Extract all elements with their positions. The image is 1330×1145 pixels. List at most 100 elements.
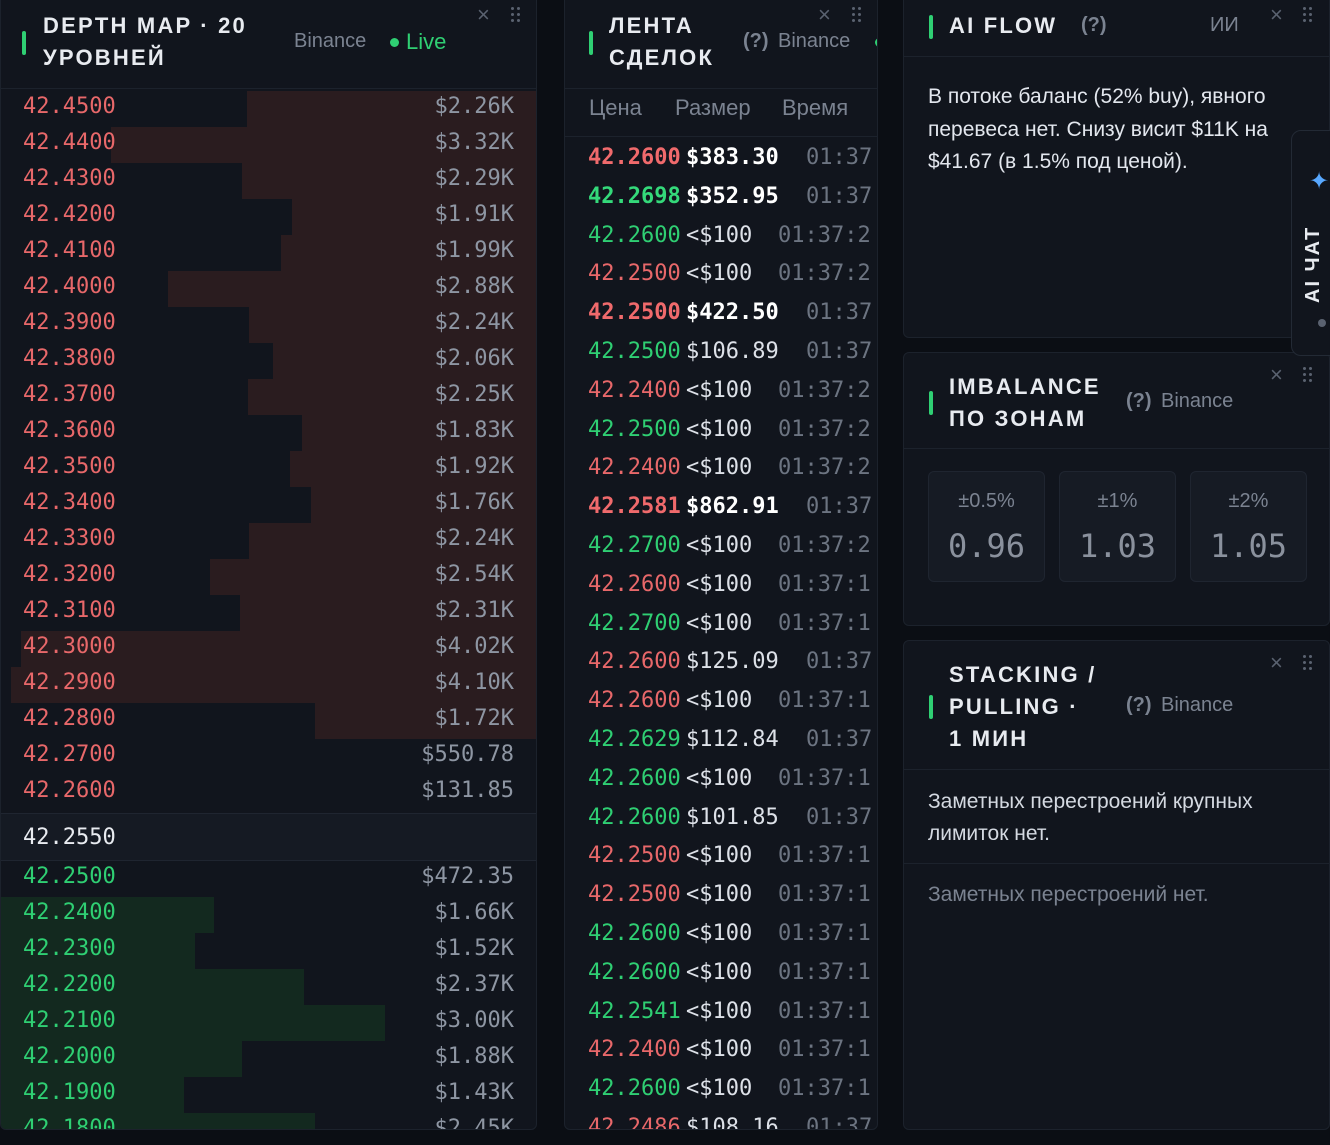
trade-time: 01:37:1 — [778, 1076, 871, 1102]
ask-row: 42.4500 $2.26K — [1, 91, 536, 127]
trade-size: <$100 — [686, 921, 753, 946]
ask-row: 42.3200 $2.54K — [1, 559, 536, 595]
trade-time: 01:37:1 — [778, 765, 871, 791]
close-icon[interactable]: × — [1270, 650, 1283, 675]
imbalance-value: 1.03 — [1078, 527, 1157, 565]
trade-price: 42.2600 — [588, 804, 681, 830]
bid-price: 42.2200 — [23, 972, 116, 997]
ask-price: 42.2800 — [23, 706, 116, 731]
trade-price: 42.2600 — [588, 571, 681, 597]
ask-price: 42.3000 — [23, 634, 116, 659]
drag-handle-icon[interactable] — [1303, 367, 1315, 383]
trade-time: 01:37 — [806, 145, 873, 170]
trade-price: 42.2500 — [588, 339, 681, 364]
ask-row: 42.4000 $2.88K — [1, 271, 536, 307]
bid-row: 42.2200 $2.37K — [1, 969, 536, 1005]
status-dot-icon — [1318, 319, 1326, 327]
ai-chat-label: AI ЧАТ — [1302, 225, 1324, 303]
trades-title-line1: ЛЕНТА — [609, 13, 694, 38]
trade-price: 42.2600 — [588, 921, 681, 946]
trade-time: 01:37 — [806, 339, 873, 364]
help-button[interactable]: (?) — [1126, 694, 1152, 716]
depth-bar — [1, 1113, 315, 1129]
close-icon[interactable]: × — [477, 2, 490, 27]
stacking-summary-text: Заметных перестроений крупных лимиток не… — [928, 790, 1253, 845]
drag-handle-icon[interactable] — [852, 7, 864, 23]
column-header-time[interactable]: Время — [782, 95, 849, 120]
trade-time: 01:37:2 — [778, 533, 871, 558]
ask-volume: $550.78 — [421, 742, 514, 767]
imbalance-card-1: ±1% 1.03 — [1059, 471, 1176, 582]
ask-row: 42.3400 $1.76K — [1, 487, 536, 523]
trade-price: 42.2500 — [588, 416, 681, 442]
ask-price: 42.3300 — [23, 526, 116, 551]
bid-row: 42.1900 $1.43K — [1, 1077, 536, 1113]
column-header-size[interactable]: Размер — [675, 95, 751, 120]
depth-bar — [311, 487, 536, 523]
mid-price: 42.2550 — [23, 825, 116, 850]
trade-time: 01:37:1 — [778, 843, 871, 869]
close-icon[interactable]: × — [1270, 2, 1283, 27]
trade-size: <$100 — [686, 959, 753, 985]
drag-handle-icon[interactable] — [1303, 7, 1315, 23]
help-button[interactable]: (?) — [743, 30, 769, 52]
trade-time: 01:37 — [806, 183, 873, 209]
close-icon[interactable]: × — [1270, 362, 1283, 387]
trade-price: 42.2500 — [588, 261, 681, 287]
ask-price: 42.4500 — [23, 94, 116, 119]
ask-price: 42.2700 — [23, 742, 116, 767]
ask-volume: $4.02K — [434, 634, 514, 659]
depth-map-title: DEPTH MAP · 20 УРОВНЕЙ — [43, 13, 247, 70]
trades-title-line2: СДЕЛОК — [609, 45, 715, 70]
bid-row: 42.2100 $3.00K — [1, 1005, 536, 1041]
depth-bar — [247, 91, 536, 127]
ask-row: 42.4400 $3.32K — [1, 127, 536, 163]
ask-volume: $2.29K — [434, 166, 514, 191]
ai-flow-title: AI FLOW — [949, 13, 1058, 38]
drag-handle-icon[interactable] — [1303, 655, 1315, 671]
trade-row: 42.2600 $383.30 01:37 — [565, 139, 877, 177]
trade-row: 42.2700 <$100 01:37:2 — [565, 527, 877, 565]
trade-size: <$100 — [686, 998, 753, 1024]
trade-row: 42.2600 <$100 01:37:1 — [565, 566, 877, 604]
trade-size: <$100 — [686, 610, 753, 636]
ai-chat-tab[interactable]: ✦ AI ЧАТ — [1291, 130, 1330, 356]
stacking-source: Binance — [1161, 694, 1234, 716]
ask-price: 42.3400 — [23, 490, 116, 515]
trade-time: 01:37:2 — [778, 416, 871, 442]
bid-row: 42.2000 $1.88K — [1, 1041, 536, 1077]
depth-bar — [1, 1005, 385, 1041]
help-button[interactable]: (?) — [1126, 390, 1152, 412]
depth-bar — [1, 897, 214, 933]
trade-time: 01:37 — [806, 649, 873, 675]
depth-bar — [11, 667, 536, 703]
depth-map-source: Binance — [294, 30, 367, 52]
trade-time: 01:37:2 — [778, 222, 871, 248]
trade-row: 42.2600 <$100 01:37:1 — [565, 1070, 877, 1108]
help-button[interactable]: (?) — [1081, 14, 1107, 36]
drag-handle-icon[interactable] — [511, 7, 523, 23]
trade-price: 42.2629 — [588, 727, 681, 752]
ask-price: 42.3200 — [23, 562, 116, 587]
trade-row: 42.2400 <$100 01:37:2 — [565, 372, 877, 410]
depth-bar — [302, 415, 536, 451]
trade-time: 01:37 — [806, 300, 873, 326]
trade-row: 42.2600 <$100 01:37:2 — [565, 217, 877, 255]
ask-row: 42.2800 $1.72K — [1, 703, 536, 739]
depth-map-panel: DEPTH MAP · 20 УРОВНЕЙ Binance Live × 42… — [0, 0, 537, 1130]
panel-accent — [929, 15, 933, 39]
close-icon[interactable]: × — [818, 2, 831, 27]
ask-price: 42.4100 — [23, 238, 116, 263]
depth-bar — [1, 933, 195, 969]
depth-bar — [292, 199, 536, 235]
live-indicator-icon — [390, 38, 399, 47]
trade-price: 42.2600 — [588, 765, 681, 791]
column-header-price[interactable]: Цена — [589, 95, 642, 120]
bid-price: 42.2500 — [23, 864, 116, 889]
depth-bar — [249, 523, 536, 559]
depth-bar — [210, 559, 536, 595]
ask-volume: $2.24K — [434, 310, 514, 335]
trade-size: $112.84 — [686, 727, 779, 752]
depth-bar — [315, 703, 536, 739]
trade-time: 01:37:1 — [778, 959, 871, 985]
